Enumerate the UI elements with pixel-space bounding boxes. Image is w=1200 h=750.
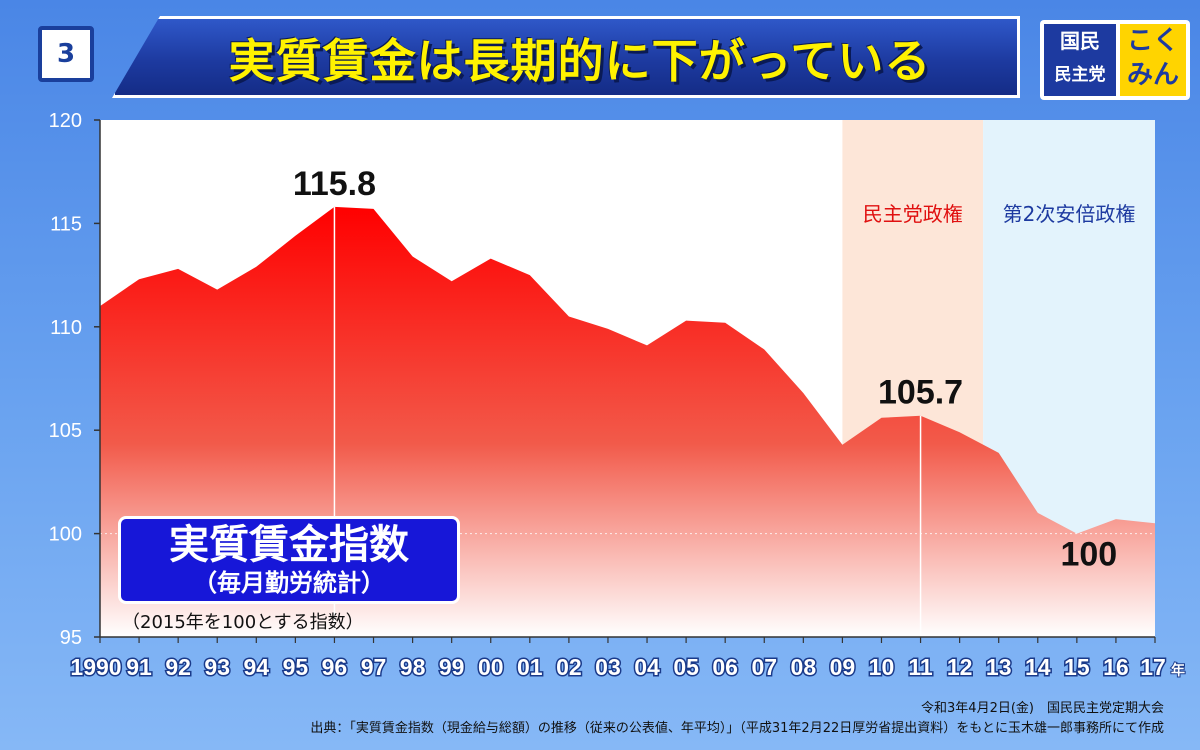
index-subtitle: （毎月勤労統計） bbox=[193, 569, 385, 597]
party-name-box: 国民 民主党 bbox=[1044, 24, 1116, 96]
y-tick-label: 115 bbox=[50, 213, 82, 235]
party-kokumin-line2: みん bbox=[1126, 60, 1179, 90]
era-label-dpj: 民主党政権 bbox=[863, 202, 963, 226]
party-kokumin-box: こく みん bbox=[1120, 24, 1186, 96]
page-title: 実質賃金は長期的に下がっている bbox=[228, 34, 932, 88]
party-kokumin-line1: こく bbox=[1126, 26, 1179, 56]
x-tick-label: 92 bbox=[165, 654, 191, 680]
x-tick-label: 08 bbox=[791, 654, 817, 680]
party-name-line2: 民主党 bbox=[1054, 65, 1106, 85]
party-logo: 国民 民主党 こく みん bbox=[1040, 20, 1190, 100]
x-axis-unit: 年 bbox=[1171, 662, 1185, 679]
x-tick-label: 02 bbox=[556, 654, 582, 680]
x-tick-label: 17 bbox=[1140, 654, 1166, 680]
x-tick-label: 14 bbox=[1025, 654, 1051, 680]
x-tick-label: 06 bbox=[712, 654, 738, 680]
y-tick-label: 100 bbox=[49, 524, 82, 546]
era-label-abe: 第2次安倍政権 bbox=[1003, 202, 1136, 226]
x-tick-label: 07 bbox=[751, 654, 777, 680]
x-tick-label: 93 bbox=[204, 654, 230, 680]
x-tick-label: 13 bbox=[986, 654, 1012, 680]
footer-date: 令和3年4月2日(金) 国民民主党定期大会 bbox=[921, 701, 1164, 716]
x-tick-label: 10 bbox=[869, 654, 895, 680]
slide-number: 3 bbox=[38, 26, 94, 82]
index-label-box: 実質賃金指数 （毎月勤労統計） bbox=[118, 516, 460, 604]
x-tick-label: 01 bbox=[517, 654, 543, 680]
x-tick-label: 96 bbox=[322, 654, 348, 680]
party-name-line1: 国民 bbox=[1060, 29, 1100, 53]
x-tick-label: 09 bbox=[830, 654, 856, 680]
x-tick-label: 97 bbox=[361, 654, 387, 680]
y-tick-label: 95 bbox=[60, 627, 82, 649]
x-tick-label: 16 bbox=[1103, 654, 1129, 680]
callout-label: 115.8 bbox=[293, 165, 376, 203]
x-tick-label: 91 bbox=[126, 654, 152, 680]
y-tick-label: 120 bbox=[49, 110, 82, 132]
y-tick-label: 105 bbox=[49, 420, 82, 442]
x-tick-label: 94 bbox=[243, 654, 269, 680]
y-tick-label: 110 bbox=[50, 317, 82, 339]
x-tick-label: 99 bbox=[439, 654, 465, 680]
callout-label: 105.7 bbox=[878, 374, 963, 412]
x-tick-label: 12 bbox=[947, 654, 973, 680]
callout-label: 100 bbox=[1060, 536, 1117, 574]
x-tick-label: 11 bbox=[908, 654, 933, 680]
index-title: 実質賃金指数 bbox=[169, 522, 409, 568]
x-tick-label: 95 bbox=[283, 654, 309, 680]
title-banner bbox=[112, 16, 1020, 98]
x-tick-label: 00 bbox=[478, 654, 504, 680]
x-tick-label: 98 bbox=[400, 654, 426, 680]
x-tick-label: 05 bbox=[673, 654, 699, 680]
index-base-note: （2015年を100とする指数） bbox=[122, 612, 364, 633]
x-tick-label: 04 bbox=[634, 654, 660, 680]
x-tick-label: 15 bbox=[1064, 654, 1090, 680]
x-tick-label: 1990 bbox=[70, 654, 121, 680]
x-tick-label: 03 bbox=[595, 654, 621, 680]
footer-source: 出典：「実質賃金指数（現金給与総額）の推移（従来の公表値、年平均）」（平成31年… bbox=[310, 721, 1164, 736]
